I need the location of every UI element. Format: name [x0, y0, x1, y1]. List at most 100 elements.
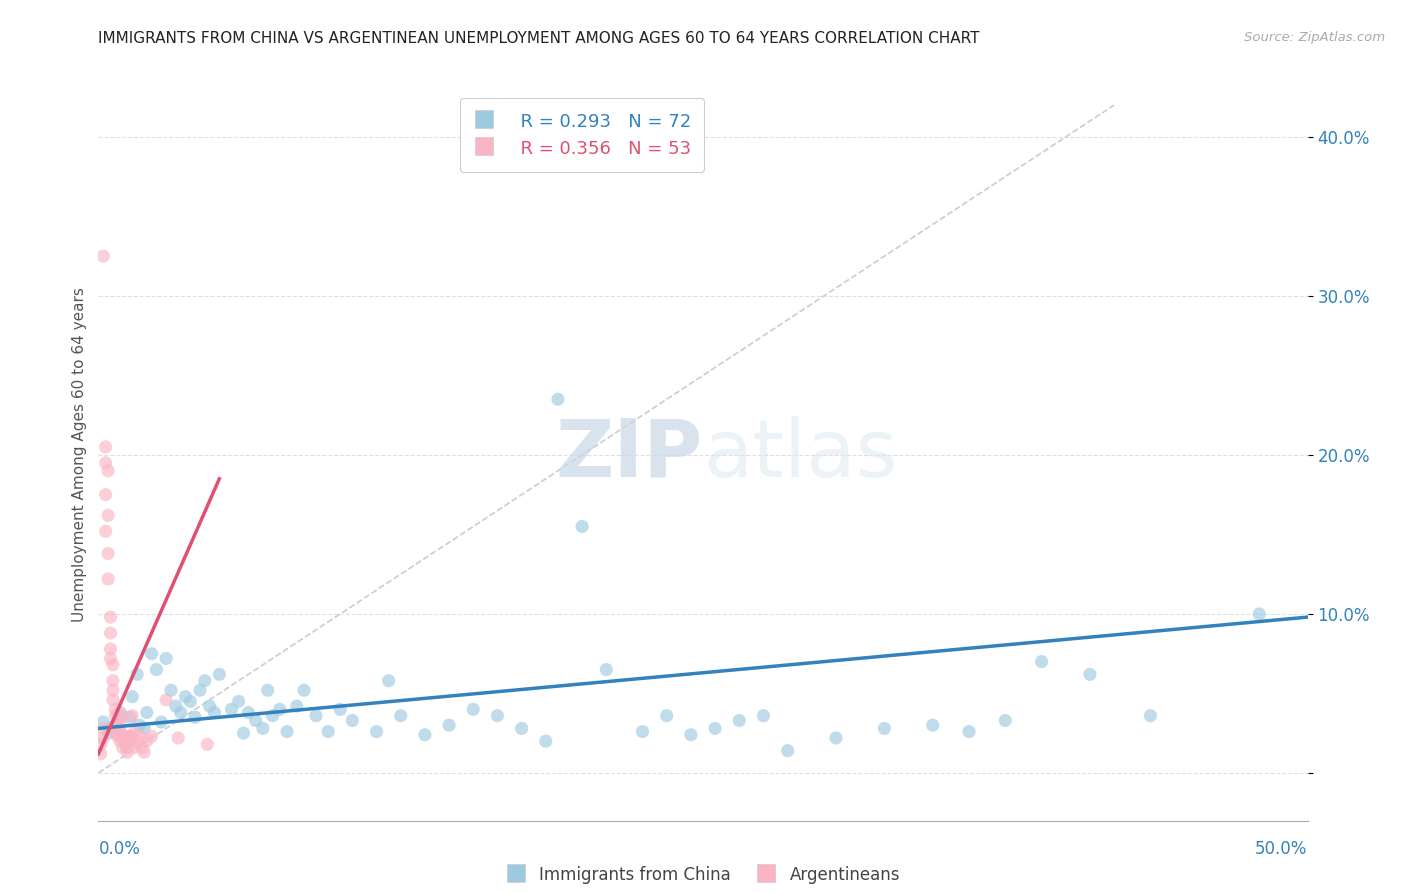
- Point: [141, 730, 163, 744]
- Point: [208, 667, 231, 681]
- Point: [100, 651, 122, 665]
- Point: [118, 710, 141, 724]
- Point: [111, 708, 134, 723]
- Point: [752, 708, 775, 723]
- Point: [117, 745, 139, 759]
- Point: [1078, 667, 1101, 681]
- Point: [316, 724, 339, 739]
- Point: [921, 718, 943, 732]
- Point: [873, 722, 896, 736]
- Point: [114, 737, 136, 751]
- Point: [131, 740, 153, 755]
- Point: [97, 572, 120, 586]
- Point: [631, 724, 654, 739]
- Point: [776, 744, 799, 758]
- Point: [108, 718, 131, 732]
- Point: [91, 714, 114, 729]
- Point: [111, 730, 134, 744]
- Point: [204, 706, 226, 720]
- Point: [127, 667, 149, 681]
- Point: [127, 734, 149, 748]
- Point: [101, 673, 124, 688]
- Point: [107, 728, 129, 742]
- Point: [547, 392, 569, 407]
- Point: [655, 708, 678, 723]
- Point: [413, 728, 436, 742]
- Point: [128, 718, 150, 732]
- Point: [437, 718, 460, 732]
- Point: [101, 657, 124, 672]
- Point: [957, 724, 980, 739]
- Point: [107, 730, 129, 744]
- Point: [104, 724, 127, 739]
- Point: [100, 641, 122, 656]
- Point: [571, 519, 593, 533]
- Point: [232, 726, 254, 740]
- Point: [167, 731, 190, 745]
- Point: [276, 724, 298, 739]
- Point: [510, 722, 533, 736]
- Point: [1139, 708, 1161, 723]
- Point: [111, 731, 134, 745]
- Point: [1249, 607, 1271, 621]
- Point: [104, 718, 127, 732]
- Point: [145, 663, 167, 677]
- Point: [121, 730, 143, 744]
- Point: [108, 706, 131, 720]
- Point: [108, 734, 131, 748]
- Point: [141, 647, 163, 661]
- Point: [107, 714, 129, 728]
- Point: [198, 699, 221, 714]
- Point: [135, 734, 157, 748]
- Text: 50.0%: 50.0%: [1256, 839, 1308, 858]
- Point: [195, 737, 218, 751]
- Point: [135, 706, 157, 720]
- Point: [121, 708, 143, 723]
- Point: [101, 693, 124, 707]
- Point: [104, 702, 127, 716]
- Point: [90, 737, 112, 751]
- Point: [97, 464, 120, 478]
- Point: [104, 708, 127, 723]
- Point: [256, 683, 278, 698]
- Point: [221, 702, 243, 716]
- Point: [292, 683, 315, 698]
- Point: [104, 718, 127, 732]
- Point: [238, 706, 260, 720]
- Point: [285, 699, 308, 714]
- Point: [101, 683, 124, 698]
- Point: [155, 651, 177, 665]
- Point: [194, 673, 217, 688]
- Point: [91, 731, 114, 745]
- Point: [179, 694, 201, 708]
- Point: [114, 730, 136, 744]
- Point: [94, 524, 117, 539]
- Point: [377, 673, 399, 688]
- Point: [150, 714, 173, 729]
- Point: [463, 702, 485, 716]
- Point: [486, 708, 509, 723]
- Point: [124, 740, 146, 755]
- Point: [100, 722, 122, 736]
- Point: [994, 714, 1017, 728]
- Text: IMMIGRANTS FROM CHINA VS ARGENTINEAN UNEMPLOYMENT AMONG AGES 60 TO 64 YEARS CORR: IMMIGRANTS FROM CHINA VS ARGENTINEAN UNE…: [98, 31, 980, 46]
- Point: [169, 706, 191, 720]
- Point: [97, 547, 120, 561]
- Point: [97, 508, 120, 523]
- Point: [342, 714, 364, 728]
- Point: [94, 440, 117, 454]
- Point: [1031, 655, 1053, 669]
- Point: [118, 730, 141, 744]
- Point: [595, 663, 617, 677]
- Text: atlas: atlas: [703, 416, 897, 494]
- Legend:   R = 0.293   N = 72,   R = 0.356   N = 53: R = 0.293 N = 72, R = 0.356 N = 53: [460, 98, 704, 171]
- Point: [825, 731, 848, 745]
- Point: [128, 730, 150, 744]
- Point: [305, 708, 328, 723]
- Point: [134, 722, 156, 736]
- Point: [90, 747, 112, 761]
- Point: [534, 734, 557, 748]
- Point: [155, 693, 177, 707]
- Point: [165, 699, 187, 714]
- Point: [100, 626, 122, 640]
